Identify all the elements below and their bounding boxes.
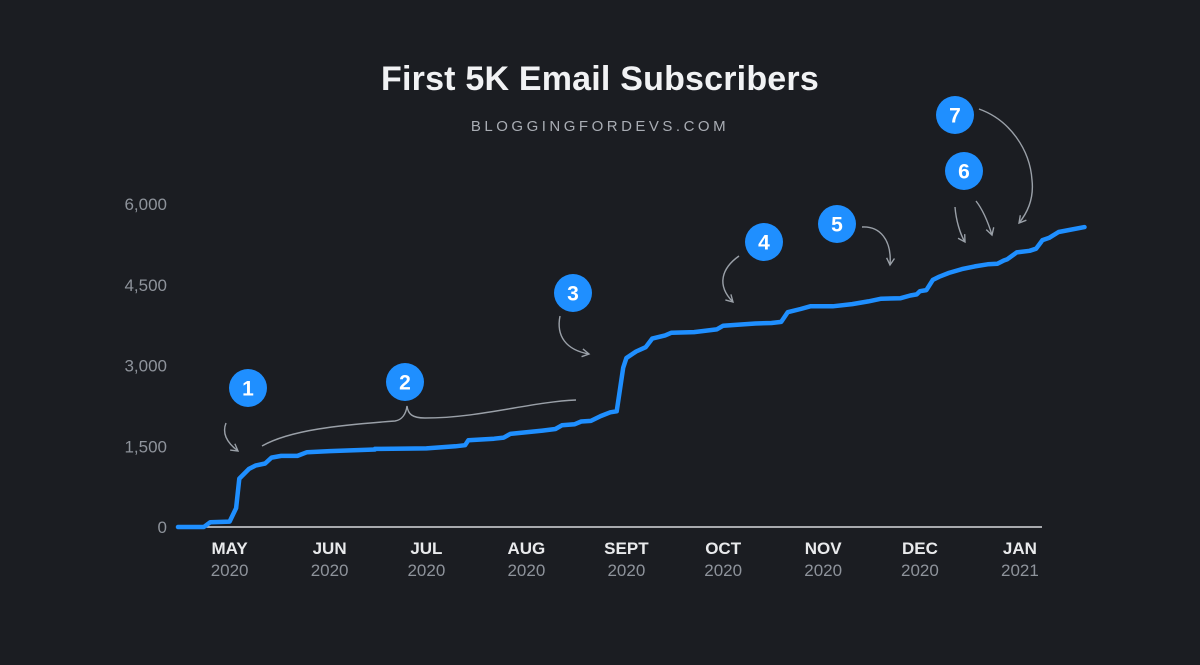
annotation-badge: 2 [386,363,424,401]
y-tick-label: 0 [158,518,167,537]
x-tick-year-label: 2020 [407,561,445,580]
x-tick-year-label: 2020 [607,561,645,580]
arrow-1 [223,422,240,452]
annotation-arrows [223,108,1034,452]
arrow-7 [978,108,1034,225]
y-tick-label: 4,500 [124,276,167,295]
y-tick-label: 3,000 [124,357,167,376]
x-tick-month-label: OCT [705,539,742,558]
chart-title: First 5K Email Subscribers [381,60,819,98]
x-tick-month-label: DEC [902,539,938,558]
annotation-badge-label: 4 [758,232,770,255]
x-tick-year-label: 2020 [704,561,742,580]
x-tick-month-label: JUN [313,539,347,558]
annotation-badge: 7 [936,96,974,134]
x-tick-year-label: 2020 [901,561,939,580]
annotation-badge-circle [554,274,592,312]
annotation-badge-circle [386,363,424,401]
arrow-4 [722,255,740,303]
x-tick-month-label: MAY [212,539,249,558]
y-tick-label: 1,500 [124,437,167,456]
annotation-badge-label: 3 [567,283,579,306]
arrow-5 [861,226,896,267]
annotation-badge-circle [229,369,267,407]
annotation-badge-circle [745,223,783,261]
annotation-badge: 4 [745,223,783,261]
annotation-badge-label: 5 [831,214,843,237]
brace-2 [261,399,577,447]
annotation-badge-label: 7 [949,105,961,128]
annotation-badge-circle [945,152,983,190]
annotation-badge: 3 [554,274,592,312]
annotation-badge-circle [936,96,974,134]
annotation-badge: 6 [945,152,983,190]
subscriber-count-line [175,224,1087,530]
x-tick-month-label: AUG [507,539,545,558]
arrow-6a [954,206,966,244]
y-tick-label: 6,000 [124,195,167,214]
x-tick-month-label: JAN [1003,539,1037,558]
annotation-badge-label: 1 [242,378,254,401]
annotation-badge: 1 [229,369,267,407]
arrow-3 [558,315,591,358]
x-tick-year-label: 2020 [211,561,249,580]
x-tick-year-label: 2021 [1001,561,1039,580]
x-tick-year-label: 2020 [507,561,545,580]
x-tick-month-label: JUL [410,539,442,558]
x-tick-month-label: SEPT [604,539,649,558]
x-tick-month-label: NOV [805,539,843,558]
x-tick-year-label: 2020 [804,561,842,580]
chart-subtitle: BLOGGINGFORDEVS.COM [470,118,730,135]
annotation-badge-circle [818,205,856,243]
arrow-6b [975,200,995,237]
annotation-badge-label: 6 [958,161,970,184]
annotation-badge-label: 2 [399,372,411,395]
x-tick-year-label: 2020 [311,561,349,580]
annotation-badge: 5 [818,205,856,243]
